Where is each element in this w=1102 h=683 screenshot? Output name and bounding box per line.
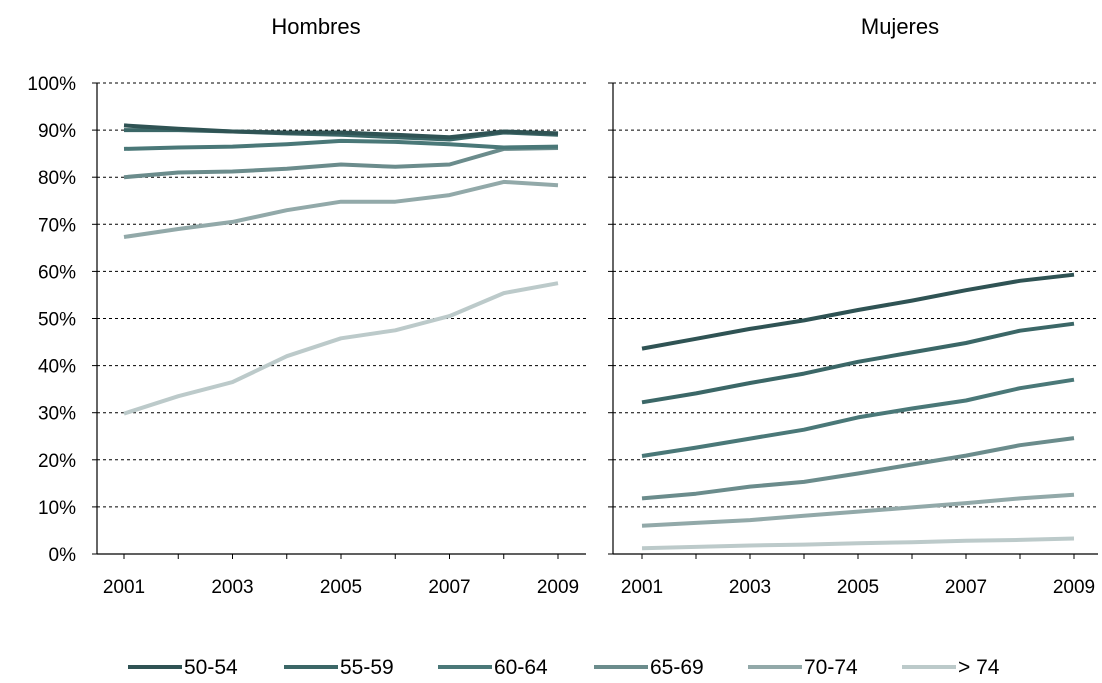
legend-label: > 74 [958,656,1000,678]
hombres-series-5054 [123,123,559,140]
hombres-y-tick-label: 60% [38,262,76,283]
legend: 50-54 55-59 60-64 65-69 70-74 > 74 [128,656,1000,679]
mujeres-panel-title: Mujeres [861,14,939,39]
mujeres-panel: 2001 2003 2005 2007 2009 [608,82,1098,598]
mujeres-x-tick-label: 2007 [945,577,987,598]
legend-item: 50-54 [128,656,238,679]
mujeres-series-5054 [641,272,1075,351]
hombres-y-tick-label: 40% [38,357,76,378]
hombres-x-tick-label: 2001 [103,577,145,598]
mujeres-series-5559 [641,321,1075,405]
hombres-y-tick-label: 30% [38,404,76,425]
hombres-y-tick-label: 0% [49,545,77,566]
hombres-y-tick-label: 100% [27,74,76,95]
mujeres-series-6569 [641,436,1075,501]
hombres-x-tick-label: 2007 [428,577,470,598]
mujeres-series-7074 [641,492,1075,528]
mujeres-series-74 [641,536,1075,551]
mujeres-x-tick-label: 2009 [1053,577,1095,598]
legend-label: 60-64 [494,656,548,678]
hombres-y-tick-label: 10% [38,498,76,519]
hombres-x-tick-label: 2009 [537,577,579,598]
hombres-series-6064 [123,138,559,151]
hombres-x-tick-label: 2005 [320,577,362,598]
mujeres-x-tick-label: 2001 [621,577,663,598]
legend-item: 70-74 [748,656,858,679]
mujeres-x-tick-label: 2005 [837,577,879,598]
hombres-series-74 [123,281,559,416]
legend-label: 50-54 [184,656,238,678]
mujeres-series-6064 [641,377,1075,458]
hombres-x-tick-label: 2003 [211,577,253,598]
mujeres-x-tick-label: 2003 [729,577,771,598]
hombres-panel-title: Hombres [271,14,360,39]
legend-item: 60-64 [438,656,548,679]
legend-label: 65-69 [650,656,704,678]
legend-label: 70-74 [804,656,858,678]
hombres-series-6569 [123,146,559,180]
hombres-y-tick-label: 50% [38,310,76,331]
legend-label: 55-59 [340,656,394,678]
hombres-y-tick-label: 80% [38,168,76,189]
hombres-y-tick-label: 70% [38,215,76,236]
legend-item: 55-59 [284,656,394,679]
hombres-y-tick-label: 20% [38,451,76,472]
hombres-series-7074 [123,179,559,239]
hombres-y-tick-label: 90% [38,121,76,142]
legend-item: > 74 [902,656,1000,679]
hombres-panel: 0% 10% 20% 30% 40% 50% 60% 70% 80% 90% 100% 2001 200… [27,74,586,598]
legend-item: 65-69 [594,656,704,679]
